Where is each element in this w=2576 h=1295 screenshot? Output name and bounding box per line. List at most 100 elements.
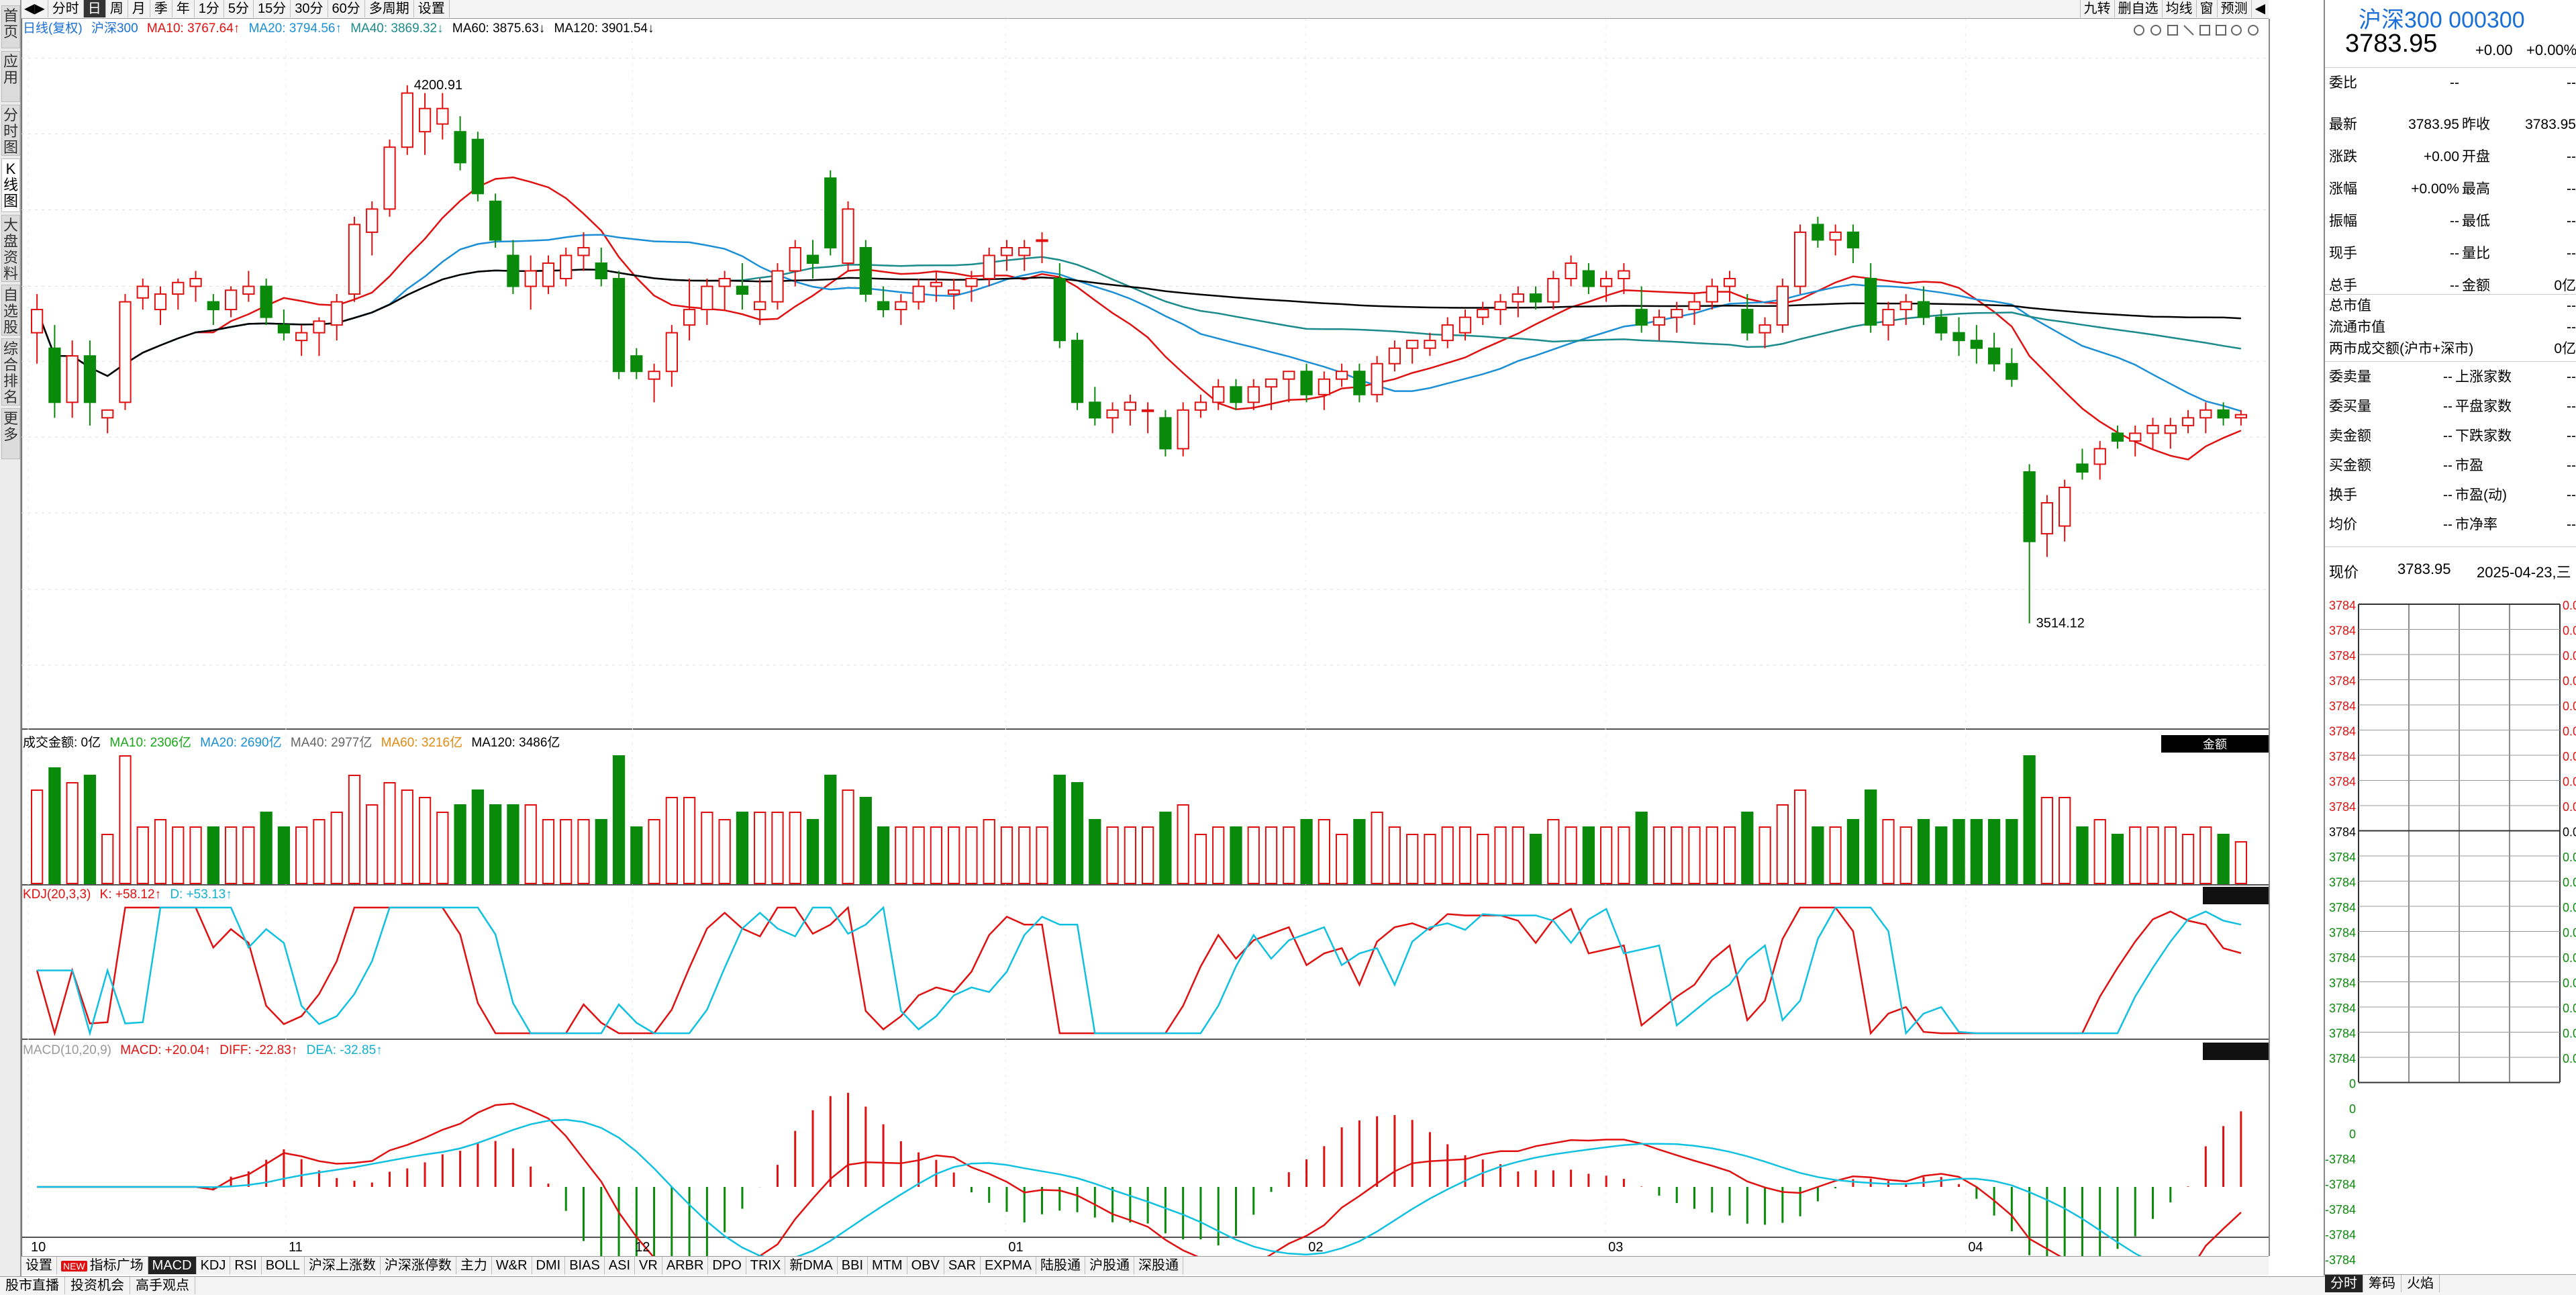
period-tab-settings[interactable]: 设置 (414, 0, 450, 17)
volume-bar (806, 819, 820, 884)
indicator-tab-sz-connect[interactable]: 深股通 (1134, 1257, 1183, 1274)
period-tab-month[interactable]: 月 (128, 0, 150, 17)
period-tab-multi[interactable]: 多周期 (365, 0, 414, 17)
period-tab-week[interactable]: 周 (106, 0, 128, 17)
period-tab-5min[interactable]: 5分 (224, 0, 254, 17)
volume-bar (383, 782, 396, 884)
mini-left-label: 3784 (2329, 901, 2356, 914)
volume-bar (771, 812, 784, 884)
kline-chart[interactable]: 4245414740493950385337553657355834606884… (21, 19, 2269, 1256)
indicator-tab-limitup-count[interactable]: 沪深涨停数 (381, 1257, 456, 1274)
candle-body (2111, 432, 2124, 442)
indicator-tab-bbi[interactable]: BBI (838, 1257, 869, 1274)
period-tab-60min[interactable]: 60分 (328, 0, 365, 17)
left-tab-market-info[interactable]: 大盘资料 (1, 215, 20, 282)
indicator-square-tab[interactable]: NEW 指标广场 (57, 1257, 148, 1274)
period-tab-year[interactable]: 年 (172, 0, 195, 17)
indicator-tab-main-force[interactable]: 主力 (456, 1257, 492, 1274)
status-tab-opportunity[interactable]: 投资机会 (65, 1277, 130, 1294)
left-tab-app[interactable]: 应用 (1, 51, 20, 102)
indicator-tab-obv[interactable]: OBV (907, 1257, 944, 1274)
macd-param-button[interactable] (2203, 1043, 2269, 1060)
order-row-value2: -- (2567, 428, 2576, 444)
play-icon[interactable]: ◀ (2250, 0, 2269, 17)
period-tab-quarter[interactable]: 季 (150, 0, 172, 17)
period-tab-intraday[interactable]: 分时 (48, 0, 84, 17)
quote-row-value2: -- (2567, 75, 2576, 91)
amount-toggle-button[interactable] (2161, 735, 2269, 753)
volume-bar (1247, 826, 1260, 884)
mini-left-label: 3784 (2329, 800, 2356, 814)
volume-bar (172, 826, 185, 884)
candle-body (348, 224, 361, 295)
chart-tools-icons[interactable] (2134, 25, 2259, 36)
indicator-tab-sar[interactable]: SAR (944, 1257, 981, 1274)
indicator-tab-dmi[interactable]: DMI (532, 1257, 566, 1274)
kdj-param-button[interactable] (2203, 887, 2269, 904)
candle-body (1247, 386, 1260, 403)
volume-bar (1036, 826, 1048, 884)
forecast-button[interactable]: 预测 (2216, 0, 2251, 17)
panel-tab-flame[interactable]: 火焰 (2401, 1275, 2440, 1292)
left-tab-ranking[interactable]: 综合排名 (1, 338, 20, 405)
now-price-value: 3783.95 (2397, 561, 2451, 577)
left-tab-kline[interactable]: K线图 (1, 158, 20, 212)
indicator-tab-boll[interactable]: BOLL (262, 1257, 305, 1274)
indicator-tab-newdma[interactable]: 新DMA (785, 1257, 838, 1274)
candle-body (1018, 246, 1031, 256)
indicator-tab-wr[interactable]: W&R (492, 1257, 532, 1274)
candle-body (489, 200, 502, 241)
candle-body (1300, 371, 1313, 395)
volume-bar (1265, 826, 1278, 884)
mini-intraday-chart[interactable]: 3784 3784 3784 3784 3784 3784 3784 3784 3784 3784… (2325, 591, 2576, 1276)
indicator-tab-sh-connect[interactable]: 沪股通 (1085, 1257, 1134, 1274)
volume-bar (2217, 834, 2230, 884)
left-tab-more[interactable]: 更多 (1, 408, 20, 459)
indicator-tab-dpo[interactable]: DPO (708, 1257, 746, 1274)
quote-row-value2: -- (2567, 149, 2576, 164)
remove-watchlist-button[interactable]: 删自选 (2114, 0, 2162, 17)
volume-bar (1987, 819, 2001, 884)
candle-body (701, 285, 713, 311)
x-month-label: 04 (1968, 1240, 1983, 1255)
order-row-label2: 上涨家数 (2455, 369, 2512, 385)
ma-button[interactable]: 均线 (2161, 0, 2196, 17)
left-tab-home[interactable]: 首页 (1, 5, 20, 48)
indicator-tab-trix[interactable]: TRIX (746, 1257, 786, 1274)
window-button[interactable]: 窗 (2195, 0, 2217, 17)
volume-bar (366, 804, 379, 884)
panel-tab-intraday[interactable]: 分时 (2325, 1275, 2363, 1292)
volume-bar (1935, 826, 1948, 884)
volume-bar (1865, 789, 1877, 884)
quote-row: 最新 3783.95 昨收 3783.95 (2325, 110, 2576, 140)
indicator-tab-rise-count[interactable]: 沪深上涨数 (305, 1257, 381, 1274)
candle-body (2076, 463, 2089, 473)
indicator-tab-hk-connect[interactable]: 陆股通 (1036, 1257, 1085, 1274)
indicator-tab-rsi[interactable]: RSI (230, 1257, 262, 1274)
nine-turn-button[interactable]: 九转 (2079, 0, 2114, 17)
indicator-tab-mtm[interactable]: MTM (868, 1257, 907, 1274)
status-tab-experts[interactable]: 高手观点 (130, 1277, 195, 1294)
status-tab-live[interactable]: 股市直播 (0, 1277, 65, 1294)
period-tab-day[interactable]: 日 (83, 0, 106, 17)
panel-tab-chips[interactable]: 筹码 (2363, 1275, 2401, 1292)
indicator-settings-tab[interactable]: 设置 (21, 1257, 57, 1274)
volume-bar (683, 797, 696, 884)
indicator-tab-kdj[interactable]: KDJ (197, 1257, 231, 1274)
period-tab-30min[interactable]: 30分 (291, 0, 328, 17)
order-row-label: 换手 (2329, 487, 2357, 503)
indicator-tab-arbr[interactable]: ARBR (662, 1257, 709, 1274)
indicator-tab-asi[interactable]: ASI (605, 1257, 636, 1274)
period-tab-15min[interactable]: 15分 (254, 0, 291, 17)
collapse-arrow-icon[interactable]: ◀▶ (21, 0, 48, 17)
indicator-tab-bias[interactable]: BIAS (565, 1257, 605, 1274)
left-tab-intraday[interactable]: 分时图 (1, 105, 20, 156)
indicator-tab-vr[interactable]: VR (635, 1257, 662, 1274)
period-tab-1min[interactable]: 1分 (195, 0, 224, 17)
indicator-tab-macd[interactable]: MACD (148, 1257, 197, 1274)
volume-bar (2023, 755, 2036, 884)
indicator-tab-expma[interactable]: EXPMA (981, 1257, 1036, 1274)
order-row-value: -- (2443, 428, 2453, 444)
volume-bar (1793, 789, 1807, 884)
left-tab-watchlist[interactable]: 自选股 (1, 285, 20, 336)
